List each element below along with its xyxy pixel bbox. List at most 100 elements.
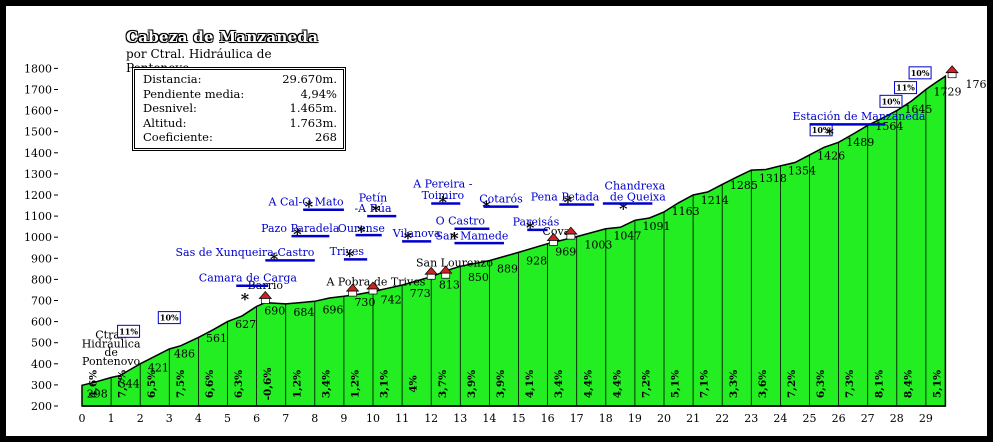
km-gradient-label: 5,1% (670, 370, 682, 398)
elevation-label: 850 (468, 271, 489, 284)
elevation-label: 1163 (672, 205, 700, 218)
junction-label: de Queixa (610, 190, 666, 203)
junction-marker-icon: * (439, 193, 448, 212)
stat-distance: Distancia: 29.670m. (143, 72, 337, 87)
x-tick-label: 22 (715, 412, 729, 425)
x-tick-label: 6 (253, 412, 260, 425)
junction-label: Ourense (338, 222, 385, 235)
x-tick-label: 8 (311, 412, 318, 425)
stat-value: 29.670m. (282, 72, 337, 86)
x-tick-label: 19 (628, 412, 642, 425)
chart-title: Cabeza de Manzaneda (126, 28, 319, 46)
km-gradient-label: 6,5% (146, 370, 158, 398)
km-gradient-label: 3,1% (379, 370, 391, 398)
km-gradient-label: 6,3% (233, 370, 245, 398)
junction-marker-icon: * (305, 197, 314, 216)
stats-box: Distancia: 29.670m. Pendiente media: 4,94%… (132, 67, 346, 151)
elevation-label: 344 (119, 378, 140, 391)
junction-label: Toimiro (422, 189, 465, 202)
place-label: Pontenovo (82, 355, 141, 368)
elevation-label: 1047 (613, 229, 641, 242)
place-label: Hidráulica (82, 337, 141, 350)
x-tick-label: 16 (541, 412, 555, 425)
gradient-badge-label: 11% (896, 83, 915, 93)
elevation-label: 1003 (584, 239, 612, 252)
stat-label: Distancia: (143, 72, 202, 86)
house-icon (945, 65, 959, 74)
elevation-label: 928 (526, 254, 547, 267)
stat-altitude: Altitud: 1.763m. (143, 116, 337, 131)
stat-value: 1.763m. (289, 115, 337, 130)
km-gradient-label: 4,1% (524, 370, 536, 398)
x-tick-label: 20 (657, 412, 671, 425)
y-tick-label: 500 (31, 337, 52, 350)
y-tick-label: 1100 (24, 210, 52, 223)
x-tick-label: 3 (166, 412, 173, 425)
x-tick-label: 21 (686, 412, 700, 425)
km-gradient-label: 3,3% (728, 370, 740, 398)
km-gradient-label: 3,7% (437, 370, 449, 398)
y-tick-label: 1400 (24, 147, 52, 160)
junction-label: San Mamede (435, 229, 508, 242)
x-tick-label: 23 (744, 412, 758, 425)
stat-avg-grade: Pendiente media: 4,94% (143, 87, 337, 102)
y-tick-label: 900 (31, 252, 52, 265)
elevation-profile-chart: 2003004005006007008009001000110012001300… (24, 62, 987, 425)
house-icon-body (368, 288, 378, 295)
gradient-badge (117, 324, 141, 338)
x-tick-label: 15 (512, 412, 526, 425)
y-tick-label: 1700 (24, 84, 52, 97)
elevation-label: 696 (322, 303, 343, 316)
y-tick-label: 1800 (24, 62, 52, 75)
chart-canvas: 200 300 400 500 600 700 800 900 1000 1100 1200 1300… (6, 6, 987, 436)
junction-marker-icon: * (450, 229, 459, 248)
x-tick-label: 28 (890, 412, 904, 425)
elevation-label: 1285 (730, 179, 758, 192)
junction-marker-icon: * (404, 229, 413, 248)
elevation-label: 730 (354, 296, 375, 309)
km-gradient-label: 4,6% (88, 370, 100, 398)
junction-label: Sas de Xunqueira-Castro (176, 246, 315, 259)
elevation-label: 1645 (904, 103, 932, 116)
elevation-label: 627 (235, 318, 256, 331)
house-icon-body (260, 298, 270, 304)
junction-marker-icon: * (293, 224, 302, 243)
y-tick-label: 200 (31, 400, 52, 413)
junction-label: Vilanova (392, 227, 441, 240)
y-tick-label: 1600 (24, 105, 52, 118)
x-tick-label: 9 (340, 412, 347, 425)
km-gradient-label: 1,2% (291, 370, 303, 398)
elevation-label: 298 (87, 387, 108, 400)
gradient-badge-label: 11% (119, 326, 138, 336)
elevation-label: 486 (174, 348, 195, 361)
km-gradient-label: -0,6% (262, 368, 274, 401)
elevation-label: 690 (264, 305, 285, 318)
stat-label: Pendiente media: (143, 86, 245, 101)
elevation-label: 889 (497, 263, 518, 276)
house-icon-body (426, 273, 436, 280)
junction-marker-icon: * (241, 290, 250, 309)
gradient-badge-label: 10% (882, 96, 901, 106)
stat-value: 268 (315, 130, 337, 145)
km-gradient-label: 3,4% (320, 370, 332, 398)
gradient-badge-label: 10% (160, 313, 179, 323)
y-tick-label: 1200 (24, 189, 52, 202)
house-icon-body (549, 240, 558, 246)
x-tick-label: 14 (482, 412, 496, 425)
stat-coefficient: Coeficiente: 268 (143, 130, 337, 145)
title-block: Cabeza de Manzaneda por Ctral. Hidráulic… (126, 28, 336, 75)
stat-label: Desnivel: (143, 101, 197, 116)
km-gradient-label: 6,6% (204, 370, 216, 398)
x-tick-label: 0 (79, 412, 86, 425)
junction-label: Estación de Manzaneda (792, 110, 925, 123)
x-tick-label: 18 (599, 412, 613, 425)
junction-marker-icon: * (357, 222, 366, 241)
gradient-badge (879, 94, 903, 108)
x-tick-label: 2 (137, 412, 144, 425)
y-tick-label: 1300 (24, 168, 52, 181)
elevation-label: 1763 (966, 78, 987, 91)
gradient-badge (157, 311, 181, 325)
km-gradient-label: 6,3% (815, 370, 827, 398)
x-tick-label: 5 (224, 412, 231, 425)
